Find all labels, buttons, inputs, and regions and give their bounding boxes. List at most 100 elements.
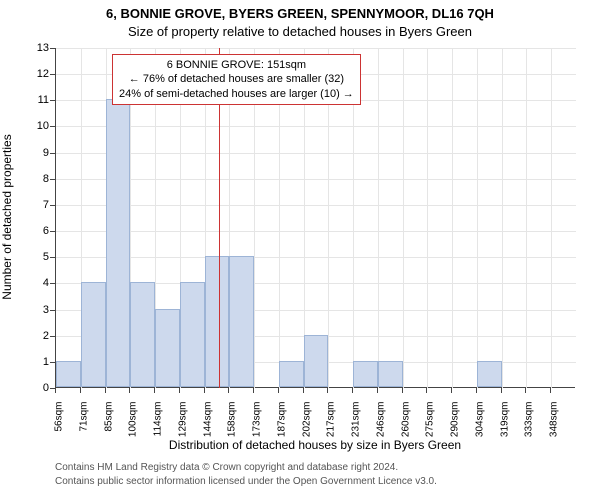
x-tick-label: 260sqm (400, 402, 411, 448)
annotation-line: 24% of semi-detached houses are larger (… (119, 87, 354, 101)
y-tick-label: 10 (19, 120, 49, 132)
x-tick-mark (377, 388, 378, 393)
y-tick-mark (50, 257, 55, 258)
y-tick-label: 0 (19, 382, 49, 394)
y-tick-mark (50, 48, 55, 49)
y-tick-label: 7 (19, 199, 49, 211)
footer-line1: Contains HM Land Registry data © Crown c… (55, 462, 398, 473)
x-tick-mark (451, 388, 452, 393)
x-tick-mark (352, 388, 353, 393)
x-tick-mark (179, 388, 180, 393)
y-axis-label: Number of detached properties (0, 117, 14, 317)
y-tick-mark (50, 336, 55, 337)
histogram-bar (378, 361, 403, 387)
chart-title-line1: 6, BONNIE GROVE, BYERS GREEN, SPENNYMOOR… (0, 6, 600, 21)
histogram-bar (279, 361, 304, 387)
x-tick-label: 319sqm (499, 402, 510, 448)
x-tick-label: 114sqm (153, 402, 164, 448)
histogram-bar (229, 256, 254, 387)
y-tick-label: 8 (19, 173, 49, 185)
gridline-h (56, 179, 576, 180)
gridline-v (452, 48, 453, 388)
gridline-h (56, 205, 576, 206)
histogram-bar (155, 309, 180, 387)
gridline-v (551, 48, 552, 388)
histogram-bar (304, 335, 329, 387)
gridline-h (56, 153, 576, 154)
y-tick-label: 5 (19, 251, 49, 263)
x-tick-mark (303, 388, 304, 393)
histogram-bar (106, 99, 131, 387)
x-tick-mark (105, 388, 106, 393)
gridline-h (56, 257, 576, 258)
x-tick-label: 348sqm (549, 402, 560, 448)
x-tick-mark (278, 388, 279, 393)
y-tick-mark (50, 205, 55, 206)
x-tick-label: 100sqm (128, 402, 139, 448)
plot-area: 6 BONNIE GROVE: 151sqm← 76% of detached … (55, 48, 575, 388)
gridline-v (378, 48, 379, 388)
y-tick-mark (50, 100, 55, 101)
x-tick-label: 231sqm (351, 402, 362, 448)
y-tick-mark (50, 126, 55, 127)
gridline-v (477, 48, 478, 388)
y-tick-label: 2 (19, 330, 49, 342)
histogram-bar (180, 282, 205, 387)
histogram-bar (130, 282, 155, 387)
y-tick-mark (50, 362, 55, 363)
x-tick-mark (253, 388, 254, 393)
x-tick-label: 246sqm (375, 402, 386, 448)
x-tick-label: 275sqm (425, 402, 436, 448)
x-tick-mark (426, 388, 427, 393)
x-tick-label: 333sqm (524, 402, 535, 448)
gridline-v (502, 48, 503, 388)
chart-title-line2: Size of property relative to detached ho… (0, 24, 600, 39)
y-tick-mark (50, 310, 55, 311)
gridline-v (526, 48, 527, 388)
x-tick-mark (525, 388, 526, 393)
x-tick-mark (55, 388, 56, 393)
annotation-box: 6 BONNIE GROVE: 151sqm← 76% of detached … (112, 54, 361, 105)
y-tick-label: 3 (19, 304, 49, 316)
x-tick-mark (402, 388, 403, 393)
x-tick-label: 202sqm (301, 402, 312, 448)
y-tick-mark (50, 283, 55, 284)
gridline-h (56, 48, 576, 49)
x-tick-label: 71sqm (78, 402, 89, 448)
y-tick-label: 6 (19, 225, 49, 237)
y-tick-mark (50, 179, 55, 180)
gridline-v (403, 48, 404, 388)
x-tick-label: 85sqm (103, 402, 114, 448)
x-tick-mark (80, 388, 81, 393)
x-tick-label: 173sqm (252, 402, 263, 448)
annotation-line: 6 BONNIE GROVE: 151sqm (119, 58, 354, 72)
y-tick-label: 9 (19, 147, 49, 159)
gridline-h (56, 231, 576, 232)
x-tick-mark (204, 388, 205, 393)
histogram-bar (81, 282, 106, 387)
x-tick-label: 304sqm (474, 402, 485, 448)
y-tick-mark (50, 231, 55, 232)
y-tick-mark (50, 153, 55, 154)
x-tick-mark (154, 388, 155, 393)
y-tick-label: 11 (19, 94, 49, 106)
y-tick-mark (50, 74, 55, 75)
x-tick-mark (550, 388, 551, 393)
x-tick-mark (129, 388, 130, 393)
x-tick-mark (327, 388, 328, 393)
annotation-line: ← 76% of detached houses are smaller (32… (119, 72, 354, 86)
gridline-h (56, 126, 576, 127)
x-tick-mark (501, 388, 502, 393)
x-tick-label: 187sqm (276, 402, 287, 448)
y-tick-label: 4 (19, 277, 49, 289)
y-tick-label: 13 (19, 42, 49, 54)
x-tick-label: 129sqm (177, 402, 188, 448)
x-tick-mark (476, 388, 477, 393)
x-tick-label: 217sqm (326, 402, 337, 448)
histogram-bar (477, 361, 502, 387)
x-tick-mark (228, 388, 229, 393)
x-tick-label: 144sqm (202, 402, 213, 448)
footer-line2: Contains public sector information licen… (55, 476, 437, 487)
y-tick-label: 1 (19, 356, 49, 368)
histogram-bar (353, 361, 378, 387)
